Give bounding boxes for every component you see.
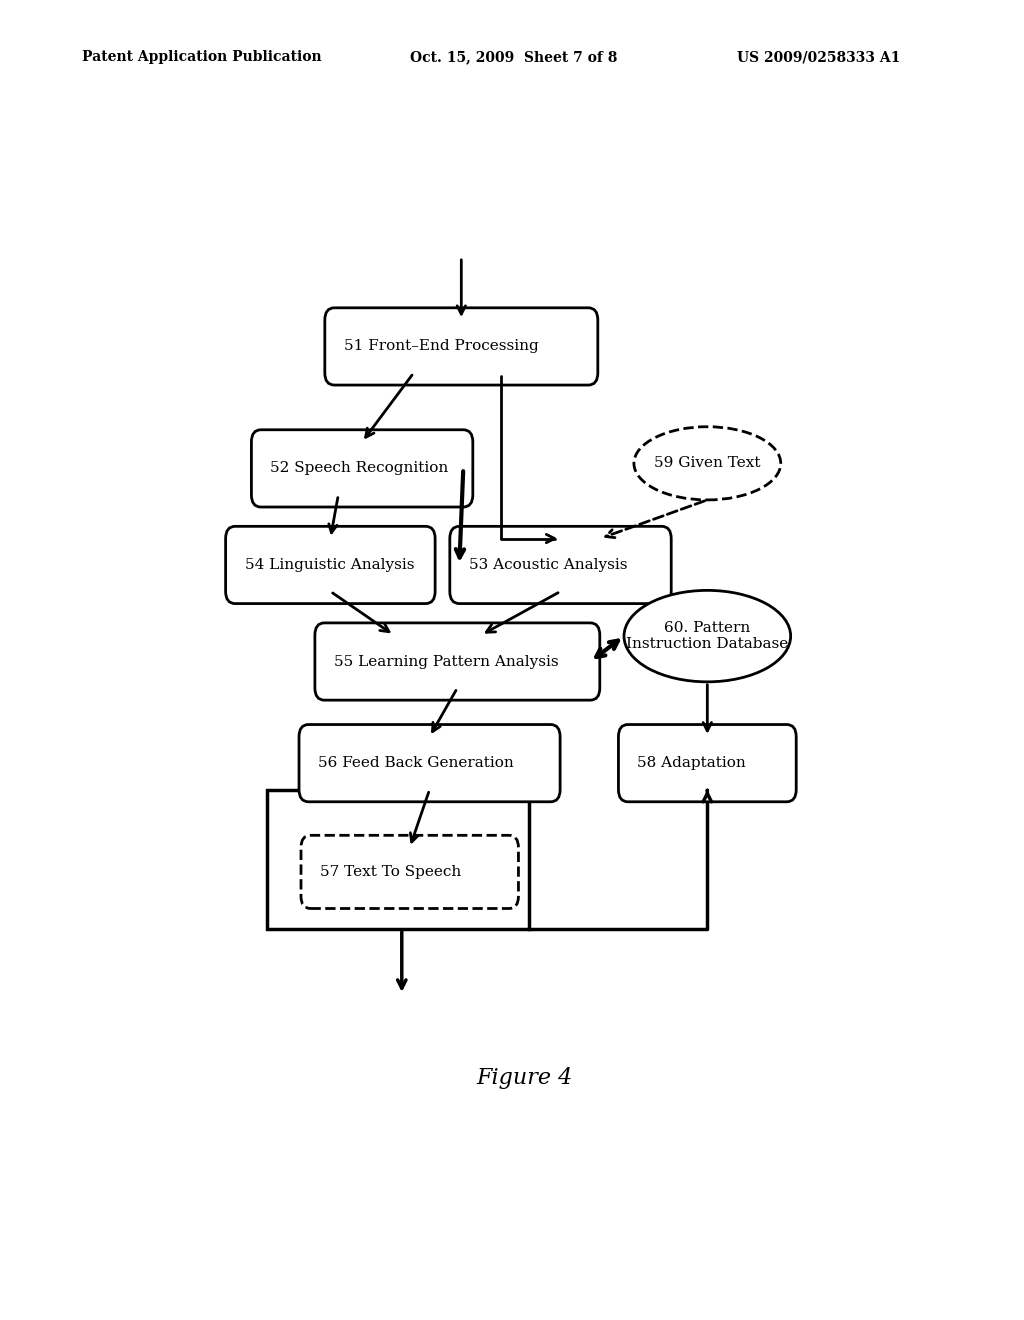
FancyBboxPatch shape [252,430,473,507]
Text: 60. Pattern
Instruction Database: 60. Pattern Instruction Database [627,620,788,651]
Ellipse shape [624,590,791,682]
Text: Patent Application Publication: Patent Application Publication [82,50,322,65]
Bar [267,789,528,929]
FancyBboxPatch shape [450,527,671,603]
Text: 57 Text To Speech: 57 Text To Speech [321,865,461,879]
FancyBboxPatch shape [618,725,797,801]
FancyBboxPatch shape [225,527,435,603]
FancyBboxPatch shape [301,836,518,908]
FancyBboxPatch shape [325,308,598,385]
FancyBboxPatch shape [315,623,600,700]
Text: 59 Given Text: 59 Given Text [654,457,761,470]
Text: 53 Acoustic Analysis: 53 Acoustic Analysis [469,558,628,572]
Text: 55 Learning Pattern Analysis: 55 Learning Pattern Analysis [334,655,558,668]
Text: US 2009/0258333 A1: US 2009/0258333 A1 [737,50,901,65]
Text: 52 Speech Recognition: 52 Speech Recognition [270,462,449,475]
FancyBboxPatch shape [299,725,560,801]
Ellipse shape [634,426,780,500]
Text: 51 Front–End Processing: 51 Front–End Processing [344,339,539,354]
Text: Figure 4: Figure 4 [477,1068,572,1089]
Text: Oct. 15, 2009  Sheet 7 of 8: Oct. 15, 2009 Sheet 7 of 8 [410,50,617,65]
Text: 56 Feed Back Generation: 56 Feed Back Generation [318,756,514,770]
Text: 54 Linguistic Analysis: 54 Linguistic Analysis [245,558,414,572]
Text: 58 Adaptation: 58 Adaptation [638,756,746,770]
